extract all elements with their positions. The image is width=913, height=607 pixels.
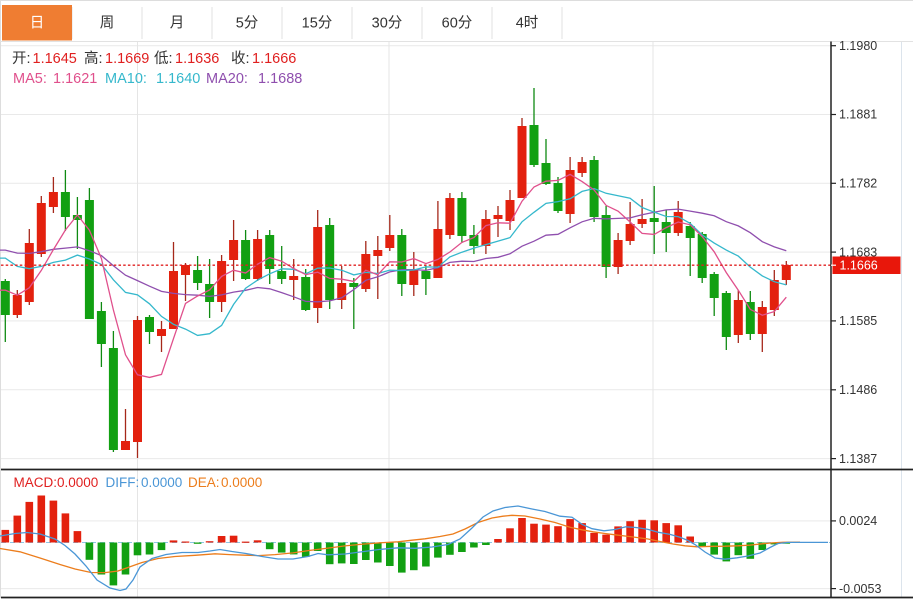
svg-text:周: 周 [100,16,115,32]
svg-text:1.1666: 1.1666 [252,51,296,67]
svg-text:1.1688: 1.1688 [258,71,302,87]
svg-text:1.1881: 1.1881 [839,108,877,122]
svg-text:1.1636: 1.1636 [175,51,219,67]
svg-text:1.1585: 1.1585 [839,314,877,328]
svg-text:4时: 4时 [516,15,539,32]
svg-text:MA20:: MA20: [206,71,248,87]
svg-text:月: 月 [170,16,185,32]
svg-text:30分: 30分 [372,15,403,32]
svg-text:低:: 低: [154,50,173,67]
svg-text:MACD:: MACD: [14,475,58,490]
svg-text:1.1683: 1.1683 [839,245,877,259]
svg-text:MA5:: MA5: [13,71,47,87]
svg-text:DIFF:: DIFF: [106,475,140,490]
svg-text:1.1666: 1.1666 [840,259,878,273]
svg-text:0.0000: 0.0000 [221,475,262,490]
svg-text:5分: 5分 [236,15,259,32]
svg-text:收:: 收: [231,50,250,67]
svg-text:1.1782: 1.1782 [839,177,877,191]
svg-text:1.1640: 1.1640 [156,71,200,87]
svg-text:MA10:: MA10: [105,71,147,87]
svg-text:0.0024: 0.0024 [839,514,877,528]
svg-text:日: 日 [30,16,45,32]
svg-text:15分: 15分 [302,15,333,32]
svg-text:0.0000: 0.0000 [141,475,182,490]
svg-text:1.1645: 1.1645 [33,51,77,67]
svg-text:60分: 60分 [442,15,473,32]
svg-text:1.1387: 1.1387 [839,452,877,466]
svg-text:1.1669: 1.1669 [105,51,149,67]
svg-text:1.1486: 1.1486 [839,383,877,397]
svg-text:开:: 开: [12,51,31,67]
svg-text:1.1621: 1.1621 [53,71,97,87]
svg-text:DEA:: DEA: [188,475,220,490]
svg-text:1.1980: 1.1980 [839,39,877,53]
svg-text:0.0000: 0.0000 [57,475,98,490]
svg-text:-0.0053: -0.0053 [839,582,881,596]
svg-text:高:: 高: [84,50,103,67]
